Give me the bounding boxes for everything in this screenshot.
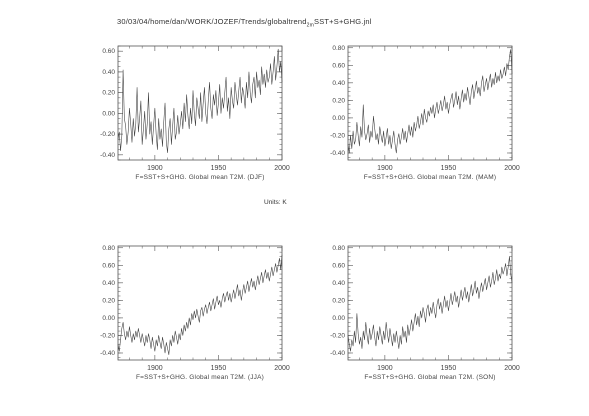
y-tick-label: -0.20 (330, 132, 345, 139)
y-tick-label: 0.00 (332, 115, 345, 122)
y-tick-label: 0.20 (332, 97, 345, 104)
file-path-header: 30/03/04/home/dan/WORK/JOZEF/Trends/glob… (117, 17, 372, 29)
y-tick-label: 0.40 (102, 280, 115, 287)
y-tick-label: 0.40 (332, 280, 345, 287)
x-tick-label: 1950 (211, 165, 227, 172)
x-tick-label: 2000 (504, 165, 520, 172)
chart-panel-jja: -0.40 -0.20 0.00 0.20 0.40 0.60 0.80 1900 1950 20… (100, 245, 290, 381)
y-tick-label: 0.60 (332, 62, 345, 69)
y-tick-label: 0.40 (102, 69, 115, 76)
y-tick-label: 0.60 (332, 262, 345, 269)
x-axis-caption: F=SST+S+GHG. Global mean T2M. (SON) (364, 374, 495, 381)
plot-frame (347, 45, 513, 161)
x-tick-label: 2000 (504, 365, 520, 372)
y-tick-label: -0.20 (100, 131, 115, 138)
x-tick-label: 1900 (377, 365, 393, 372)
plot-frame (347, 245, 513, 361)
y-tick-label: 0.00 (102, 315, 115, 322)
x-tick-label: 1950 (441, 165, 457, 172)
chart-panel-mam: -0.40 -0.20 0.00 0.20 0.40 0.60 0.80 1900 1950 20… (330, 45, 520, 181)
chart-panel-djf: -0.40 -0.20 0.00 0.20 0.40 0.60 1900 1950 2000 F=… (100, 45, 290, 181)
x-tick-label: 2000 (274, 165, 290, 172)
y-tick-label: 0.80 (332, 245, 345, 252)
x-tick-label: 2000 (274, 365, 290, 372)
y-tick-label: 0.20 (332, 297, 345, 304)
y-tick-label: -0.40 (330, 150, 345, 157)
x-tick-label: 1950 (441, 365, 457, 372)
series-line (347, 256, 513, 352)
file-path-suffix: SST+S+GHG.jnl (314, 17, 372, 26)
x-tick-label: 1900 (377, 165, 393, 172)
y-tick-label: 0.40 (332, 80, 345, 87)
y-tick-label: 0.20 (102, 90, 115, 97)
series-line (117, 48, 283, 154)
series-line (347, 49, 513, 154)
chart-panel-son: -0.40 -0.20 0.00 0.20 0.40 0.60 0.80 1900 1950 20… (330, 245, 520, 381)
x-axis-caption: F=SST+S+GHG. Global mean T2M. (MAM) (364, 174, 496, 181)
y-tick-label: 0.20 (102, 297, 115, 304)
y-tick-label: 0.60 (102, 48, 115, 55)
series-line (117, 254, 283, 356)
y-tick-label: -0.40 (330, 350, 345, 357)
plot-frame (117, 245, 283, 361)
x-tick-label: 1900 (147, 165, 163, 172)
y-tick-label: 0.60 (102, 262, 115, 269)
units-label: Units: K (264, 199, 287, 206)
x-axis-caption: F=SST+S+GHG. Global mean T2M. (JJA) (136, 374, 264, 381)
x-tick-label: 1900 (147, 365, 163, 372)
y-tick-label: 0.80 (332, 45, 345, 52)
y-tick-label: -0.20 (100, 332, 115, 339)
y-tick-label: 0.00 (332, 315, 345, 322)
x-tick-label: 1950 (211, 365, 227, 372)
y-tick-label: -0.40 (100, 350, 115, 357)
file-path-text: 30/03/04/home/dan/WORK/JOZEF/Trends/glob… (117, 17, 307, 26)
file-path-subscript: 2m (306, 22, 314, 29)
y-tick-label: -0.20 (330, 332, 345, 339)
y-tick-label: 0.00 (102, 110, 115, 117)
x-axis-caption: F=SST+S+GHG. Global mean T2M. (DJF) (135, 174, 264, 181)
y-tick-label: -0.40 (100, 152, 115, 159)
y-tick-label: 0.80 (102, 245, 115, 252)
